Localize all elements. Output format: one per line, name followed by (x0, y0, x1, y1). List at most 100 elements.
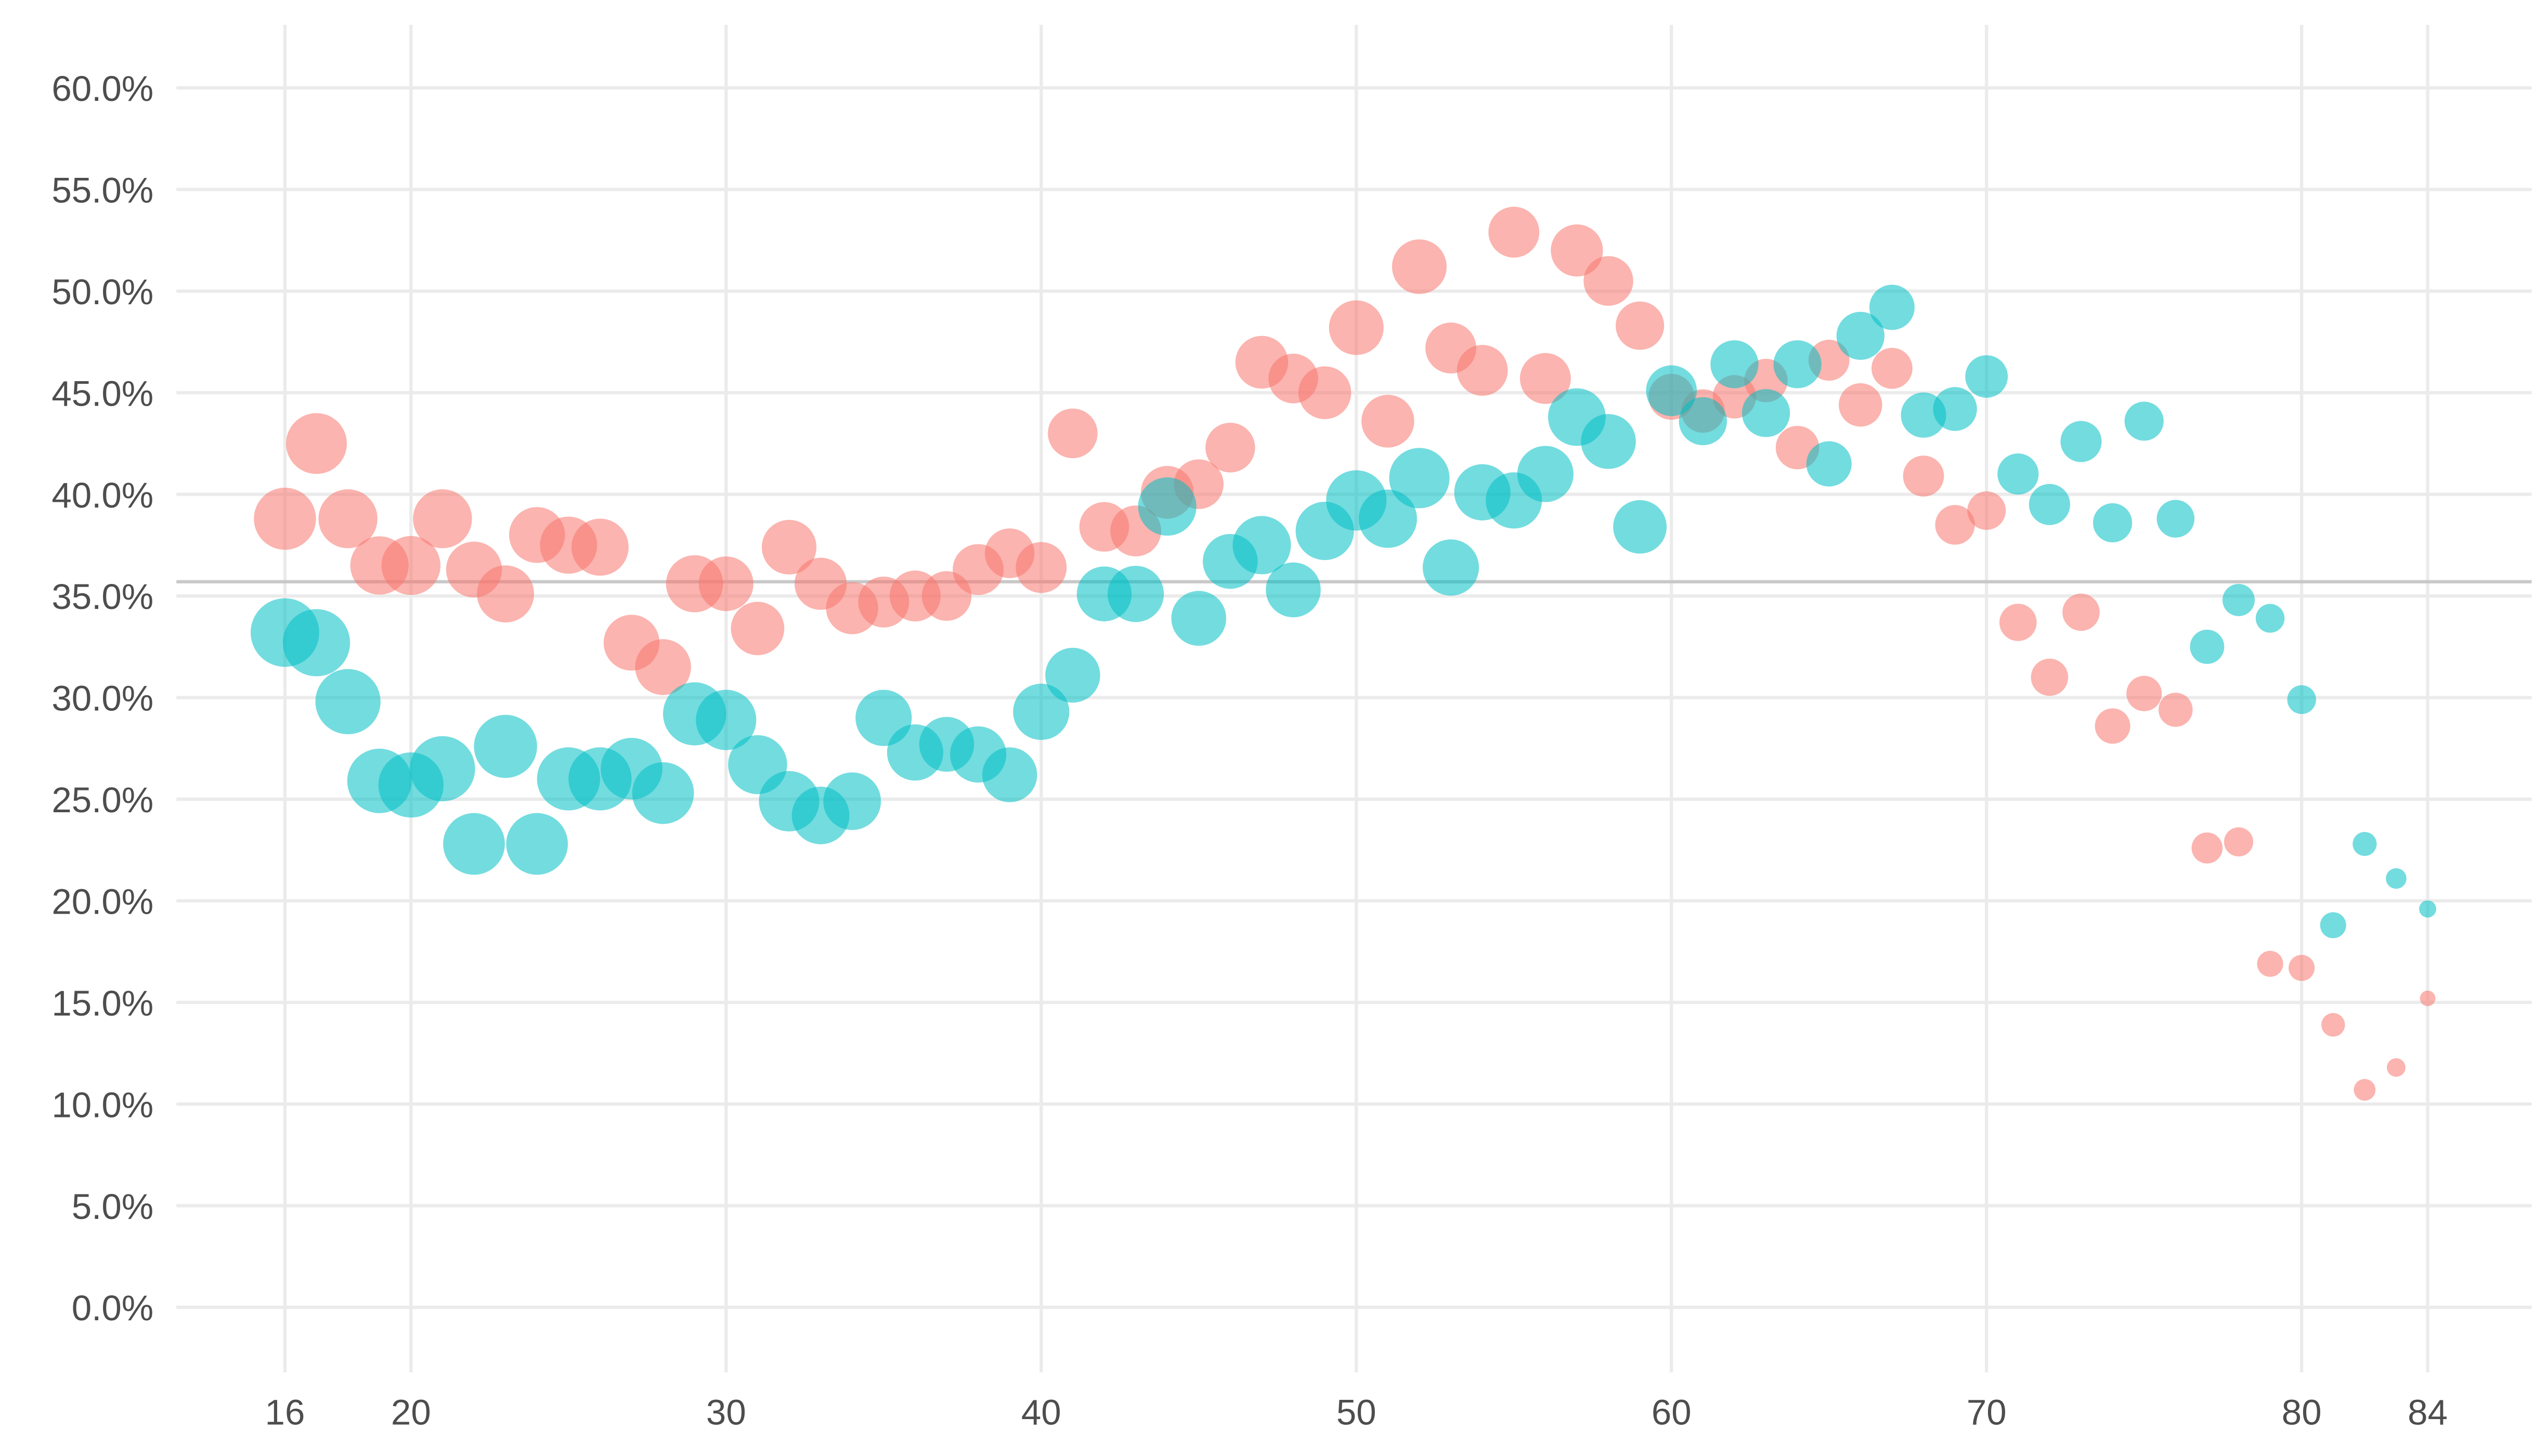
data-point (2289, 955, 2315, 981)
x-tick-label: 20 (391, 1392, 431, 1433)
data-point (2352, 831, 2377, 856)
data-point (1710, 340, 1759, 388)
data-point (1935, 505, 1975, 545)
data-point (571, 518, 629, 576)
data-point (1171, 591, 1227, 646)
data-point (2031, 658, 2069, 696)
data-point (1999, 604, 2037, 641)
data-point (698, 556, 753, 612)
data-point (1329, 300, 1384, 355)
data-point (2257, 951, 2283, 977)
data-point (632, 762, 694, 824)
data-point (1389, 448, 1450, 509)
data-point (1679, 397, 1727, 446)
data-point (2386, 868, 2407, 889)
data-point (1839, 383, 1882, 427)
data-point (2320, 912, 2346, 939)
points (250, 206, 2437, 1101)
data-point (1488, 206, 1540, 258)
data-point (1298, 366, 1351, 419)
data-point (2126, 675, 2162, 711)
data-point (2093, 503, 2133, 542)
y-tick-label: 10.0% (51, 1084, 153, 1125)
y-tick-label: 0.0% (72, 1288, 154, 1328)
data-point (1422, 539, 1479, 596)
data-point (506, 813, 568, 875)
data-point (731, 602, 785, 655)
data-point (1967, 491, 2006, 530)
series-teal (250, 284, 2437, 939)
data-point (1045, 647, 1100, 703)
data-point (1741, 389, 1790, 437)
x-tick-label: 30 (706, 1392, 746, 1433)
data-point (318, 489, 378, 549)
data-point (1965, 355, 2008, 398)
y-tick-label: 50.0% (51, 271, 153, 312)
data-point (2124, 401, 2164, 441)
data-point (315, 669, 381, 734)
y-tick-label: 45.0% (51, 373, 153, 413)
data-point (2354, 1078, 2376, 1101)
data-point (1581, 414, 1636, 469)
data-point (1266, 562, 1321, 618)
y-tick-label: 55.0% (51, 170, 153, 211)
data-point (696, 690, 757, 750)
data-point (1138, 477, 1197, 536)
data-point (1457, 345, 1508, 396)
data-point (1205, 423, 1255, 473)
data-point (1836, 311, 1885, 360)
y-tick-label: 5.0% (72, 1186, 154, 1227)
data-point (443, 813, 505, 875)
data-point (1869, 284, 1915, 330)
data-point (1519, 353, 1571, 404)
data-point (2287, 685, 2316, 714)
data-point (823, 772, 881, 830)
y-tick-label: 20.0% (51, 881, 153, 921)
y-tick-label: 60.0% (51, 68, 153, 109)
x-tick-label: 70 (1967, 1392, 2007, 1433)
x-tick-label: 50 (1336, 1392, 1376, 1433)
data-point (1108, 566, 1164, 622)
data-point (2029, 484, 2071, 525)
data-point (1616, 301, 1665, 350)
y-tick-label: 35.0% (51, 576, 153, 617)
x-tick-label: 84 (2408, 1392, 2448, 1433)
data-point (2156, 500, 2195, 538)
data-point (381, 536, 441, 595)
y-tick-label: 15.0% (51, 983, 153, 1023)
data-point (410, 736, 475, 801)
data-point (1871, 347, 1913, 389)
y-tick-label: 25.0% (51, 779, 153, 820)
data-point (2419, 900, 2437, 918)
x-axis-ticks: 16 20 30 40 50 60 70 80 84 (265, 1392, 2448, 1433)
data-point (1806, 441, 1852, 487)
data-point (2321, 1013, 2345, 1037)
data-point (1613, 500, 1667, 554)
data-point (1646, 365, 1697, 417)
y-axis-ticks: 0.0% 5.0% 10.0% 15.0% 20.0% 25.0% 30.0% 35.0% 40… (51, 68, 153, 1328)
data-point (2060, 421, 2102, 462)
data-point (1903, 456, 1944, 497)
data-point (2387, 1058, 2406, 1077)
series-red (254, 206, 2436, 1101)
data-point (474, 714, 537, 778)
data-point (1013, 683, 1070, 740)
data-point (254, 487, 316, 550)
data-point (1361, 395, 1414, 448)
data-point (2222, 583, 2255, 616)
data-point (286, 413, 347, 474)
data-point (1392, 239, 1447, 294)
data-point (1517, 446, 1574, 502)
data-point (2191, 832, 2223, 864)
y-tick-label: 40.0% (51, 475, 153, 515)
data-point (2224, 827, 2254, 857)
data-point (1551, 224, 1603, 277)
data-point (2420, 991, 2436, 1006)
data-point (2062, 593, 2100, 631)
data-point (1933, 387, 1977, 431)
data-point (2159, 693, 2193, 727)
x-tick-label: 60 (1652, 1392, 1692, 1433)
data-point (1016, 542, 1067, 593)
